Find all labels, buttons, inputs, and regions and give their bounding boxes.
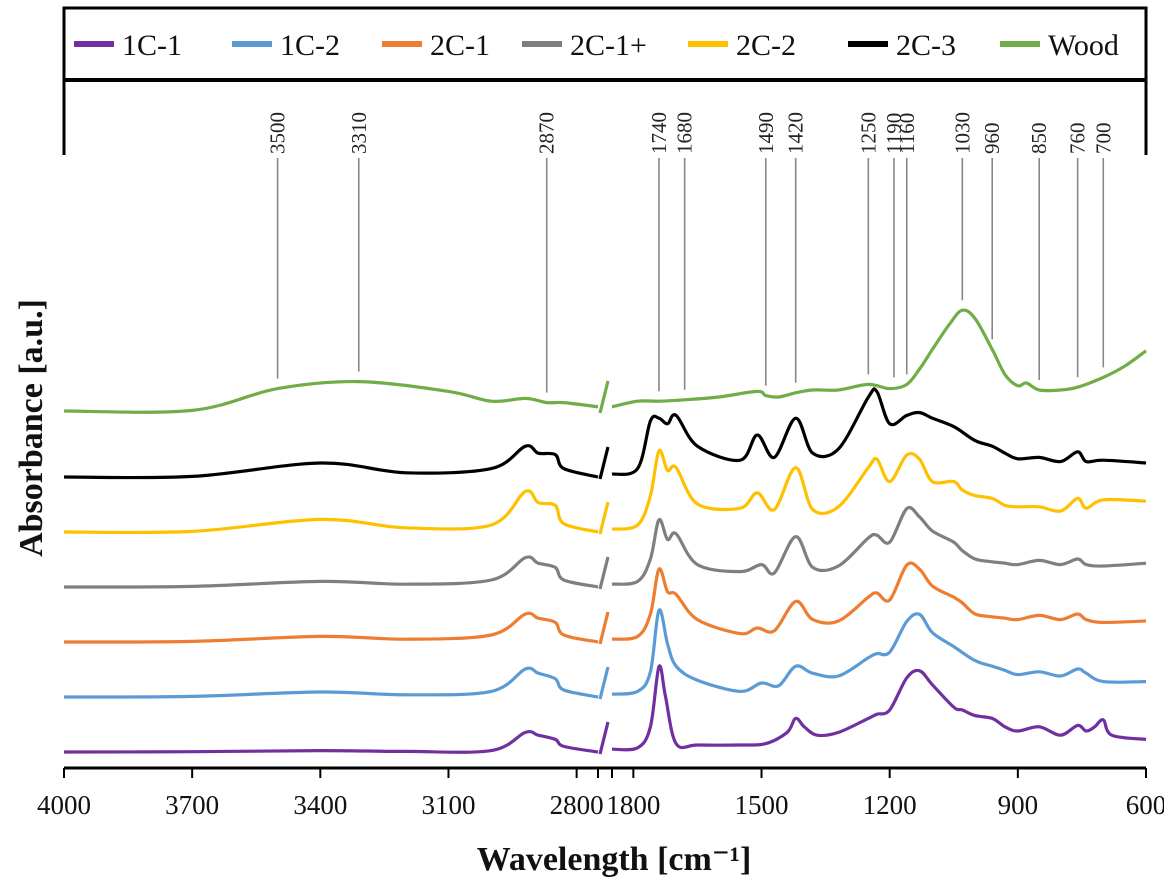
axis-break-mark [598, 446, 610, 480]
series-line-right [611, 448, 1147, 531]
legend: 1C-1 1C-2 2C-1 2C-1+ 2C-2 2C-3 Wood [62, 6, 1148, 82]
peak-markers: 3500 3310 2870 1740 1680 1490 1420 1250 11901160… [266, 112, 1115, 393]
legend-label: 1C-2 [280, 29, 340, 62]
x-tick-label: 2800 [550, 790, 604, 820]
legend-label: 2C-1+ [570, 29, 647, 62]
peak-label: 1190 [882, 113, 906, 154]
x-tick-label: 600 [1126, 790, 1164, 820]
peak-label: 1250 [856, 112, 880, 154]
peak-label: 1740 [647, 112, 671, 154]
peak-label: 850 [1027, 123, 1051, 155]
x-axis-label: Wavelength [cm⁻¹] [477, 841, 752, 878]
axis-break-mark [598, 721, 610, 755]
peak-label: 3310 [347, 112, 371, 154]
peak-label: 1030 [950, 112, 974, 154]
series-line-right [611, 561, 1147, 641]
legend-label: 1C-1 [122, 29, 182, 62]
axis-break-mark [598, 556, 610, 590]
series-line-left [63, 444, 599, 480]
x-tick-label: 3400 [293, 790, 347, 820]
series-lines [63, 308, 1147, 755]
peak-label: 1420 [784, 112, 808, 154]
series-line-right [611, 664, 1147, 752]
legend-label: 2C-3 [896, 29, 956, 62]
axis-break-mark [598, 501, 610, 535]
x-tick-label: 900 [998, 790, 1039, 820]
x-axis: 4000 3700 3400 3100 2800 1800 1500 1200 900 600 [37, 78, 1164, 820]
series-line-right [611, 308, 1147, 409]
peak-label: 760 [1066, 123, 1090, 155]
peak-label: 2870 [535, 112, 559, 154]
peak-label: 1490 [754, 112, 778, 154]
series-line-left [63, 611, 599, 644]
axis-break-mark [598, 666, 610, 700]
peak-label: 3500 [266, 112, 290, 154]
legend-label: 2C-1 [430, 29, 490, 62]
x-tick-label: 1500 [735, 790, 789, 820]
series-line-right [611, 608, 1147, 696]
x-tick-label: 3100 [421, 790, 475, 820]
series-line-left [63, 729, 599, 754]
peak-label: 1160 [895, 113, 919, 154]
series-line-right [611, 506, 1147, 586]
series-line-left [63, 555, 599, 589]
axis-break-mark [598, 380, 610, 414]
series-line-right [611, 387, 1147, 476]
peak-label: 700 [1091, 123, 1115, 155]
y-axis-label: Absorbance [a.u.] [13, 299, 50, 557]
peak-label: 960 [980, 123, 1004, 155]
axis-break-mark [598, 611, 610, 645]
x-tick-label: 1200 [863, 790, 917, 820]
series-line-left [63, 379, 599, 414]
series-line-left [63, 489, 599, 535]
x-tick-label: 1800 [606, 790, 660, 820]
x-tick-label: 4000 [37, 790, 91, 820]
x-tick-label: 3700 [165, 790, 219, 820]
series-line-left [63, 666, 599, 699]
legend-label: Wood [1048, 29, 1119, 62]
legend-label: 2C-2 [736, 29, 796, 62]
peak-label: 1680 [673, 112, 697, 154]
